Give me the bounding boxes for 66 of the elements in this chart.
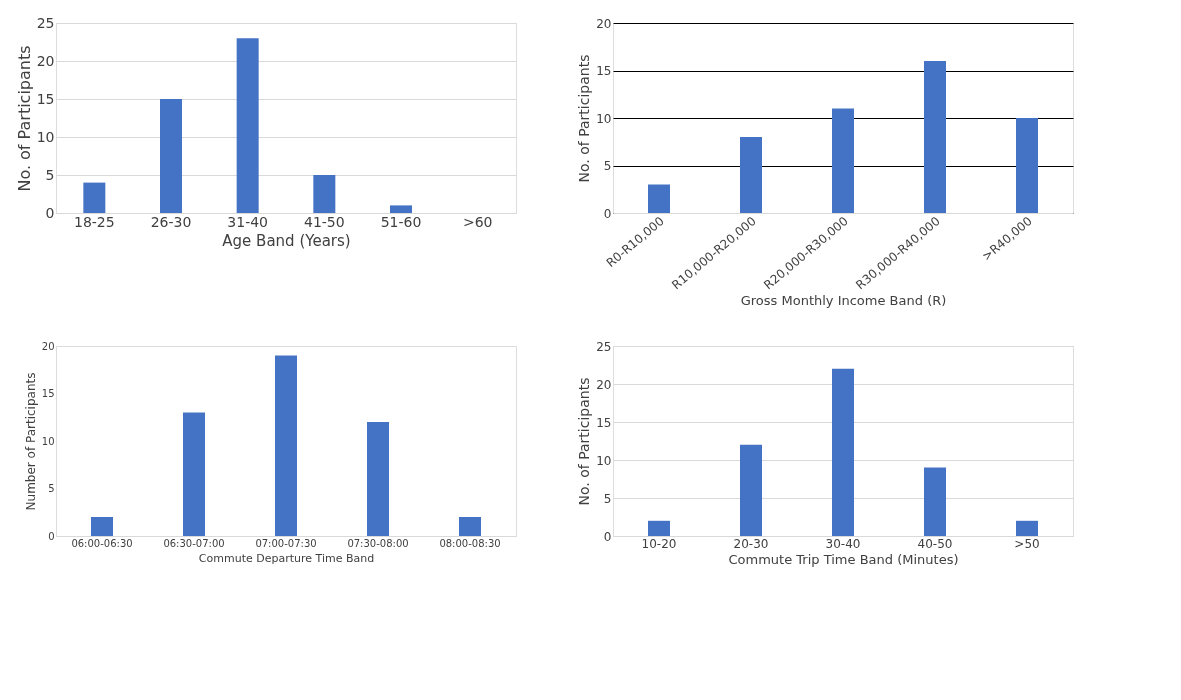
y-tick-label: 5: [45, 166, 55, 183]
y-tick-label: 20: [596, 16, 612, 31]
bar: [83, 182, 106, 213]
x-tick-label: 30-40: [825, 536, 861, 551]
y-tick-label: 0: [45, 204, 55, 221]
x-axis-title: Commute Departure Time Band: [198, 551, 375, 565]
y-tick-label: 0: [603, 529, 612, 544]
bar: [313, 175, 336, 213]
y-axis-title: No. of Participants: [576, 377, 593, 506]
bar: [1016, 520, 1038, 536]
x-tick-label: 40-50: [917, 536, 953, 551]
x-axis-title: Commute Trip Time Band (Minutes): [728, 551, 959, 567]
y-tick-label: 0: [48, 530, 55, 542]
y-tick-label: 20: [596, 377, 612, 392]
y-tick-label: 0: [603, 206, 612, 221]
y-axis-title: No. of Participants: [14, 45, 34, 192]
bar: [367, 422, 389, 536]
x-tick-label: >50: [1014, 536, 1040, 551]
y-axis-title: Number of Participants: [23, 372, 38, 511]
bar: [390, 205, 412, 213]
x-tick-label: 20-30: [733, 536, 769, 551]
bar: [91, 517, 113, 536]
bar: [648, 184, 670, 213]
y-tick-label: 20: [36, 52, 55, 69]
y-tick-label: 10: [41, 435, 55, 447]
bar: [648, 520, 670, 536]
bar: [924, 61, 946, 213]
y-tick-label: 5: [48, 483, 55, 494]
y-tick-label: 10: [596, 111, 612, 126]
y-tick-label: 15: [36, 90, 55, 107]
x-tick-label: 06:00-06:30: [71, 537, 133, 549]
bar: [924, 467, 946, 536]
bar: [160, 99, 182, 213]
y-tick-label: 10: [36, 128, 55, 145]
y-tick-label: 15: [596, 415, 612, 430]
bar: [1016, 118, 1038, 213]
x-tick-label: 51-60: [380, 213, 422, 230]
x-axis-title: Gross Monthly Income Band (R): [740, 293, 947, 309]
y-tick-label: 10: [596, 453, 612, 468]
y-tick-label: 25: [36, 14, 55, 31]
x-tick-label: 10-20: [641, 536, 677, 551]
y-tick-label: 15: [596, 64, 612, 78]
y-tick-label: 25: [596, 339, 612, 354]
y-tick-label: 5: [603, 159, 612, 173]
x-tick-label: 08:00-08:30: [439, 537, 501, 549]
bar: [275, 355, 297, 536]
x-tick-label: 07:30-08:00: [347, 537, 409, 549]
x-tick-label: 06:30-07:00: [163, 537, 225, 549]
y-tick-label: 15: [41, 388, 55, 399]
y-tick-label: 5: [603, 491, 612, 506]
bar: [832, 108, 854, 213]
bar: [740, 137, 762, 213]
x-tick-label: >60: [462, 213, 493, 230]
bar: [183, 412, 205, 536]
x-tick-label: 41-50: [303, 213, 345, 230]
x-axis-title: Age Band (Years): [222, 231, 351, 250]
bar: [832, 368, 854, 536]
x-tick-label: 18-25: [73, 213, 115, 230]
x-tick-label: 07:00-07:30: [255, 537, 317, 549]
bar: [740, 444, 762, 536]
x-tick-label: 26-30: [150, 213, 192, 230]
bar: [236, 38, 259, 213]
x-tick-label: 31-40: [227, 213, 269, 230]
y-tick-label: 20: [41, 340, 55, 352]
bar: [459, 517, 481, 536]
y-axis-title: No. of Participants: [576, 54, 593, 183]
